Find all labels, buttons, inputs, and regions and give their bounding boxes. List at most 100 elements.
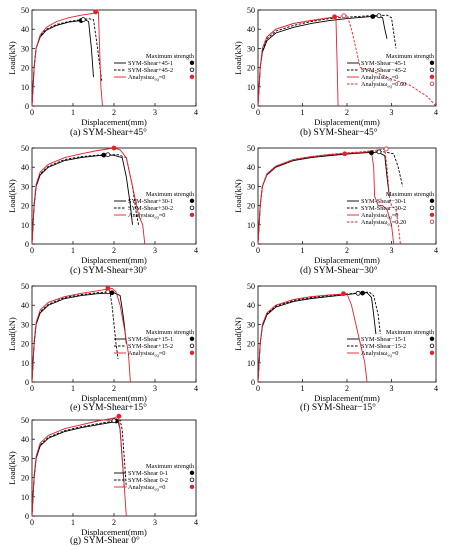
y-tick-label: 40	[247, 25, 255, 34]
legend-marker-3	[189, 484, 195, 489]
x-tick-label: 4	[434, 108, 438, 117]
peak-marker-2	[111, 418, 117, 424]
peak-marker-4	[383, 146, 389, 152]
peak-marker-1	[101, 152, 107, 158]
x-tick-label: 3	[390, 108, 394, 117]
x-tick-label: 0	[256, 108, 260, 117]
series-line-1	[257, 15, 388, 107]
legend-marker-1	[189, 60, 195, 65]
x-tick-label: 2	[112, 384, 116, 393]
chart-svg: 0 1 2 3 401020304050Displacement(mm)Load(kN)…	[233, 6, 438, 127]
y-axis-label: Load(kN)	[7, 317, 17, 351]
legend-marker-2	[189, 67, 195, 72]
x-tick-label: 0	[256, 246, 260, 255]
caption-c: (c) SYM-Shear+30°	[70, 266, 147, 276]
x-tick-label: 2	[345, 246, 349, 255]
x-tick-label: 3	[153, 384, 157, 393]
y-tick-label: 40	[21, 435, 29, 444]
series-line-3	[31, 415, 127, 517]
x-tick-label: 4	[194, 518, 198, 527]
x-tick-label: 3	[390, 384, 394, 393]
legend-label-2: SYM-Shear−30-2	[361, 205, 406, 212]
x-axis-label: Displacement(mm)	[314, 117, 380, 127]
y-tick-label: 0	[25, 378, 29, 387]
peak-marker-2	[376, 13, 382, 19]
x-axis-label: Displacement(mm)	[81, 255, 147, 265]
legend-label-3: Analysisωeq=0	[128, 484, 165, 492]
legend-label-1: SYM-Shear+45-1	[128, 60, 173, 67]
legend-label-3: Analysisωeq=0	[128, 74, 165, 82]
x-tick-label: 0	[30, 108, 34, 117]
y-tick-label: 40	[21, 301, 29, 310]
chart-panel-f: 0 1 2 3 4 0 10 20 30 40 50 Displacement(mm) Load(kN)…	[232, 278, 446, 406]
x-tick-label: 3	[153, 108, 157, 117]
series-line-1	[31, 19, 94, 107]
x-axis-label: Displacement(mm)	[314, 255, 380, 265]
x-tick-label: 1	[301, 246, 305, 255]
series-line-3	[31, 287, 131, 383]
x-tick-label: 4	[194, 246, 198, 255]
peak-marker-1	[109, 290, 115, 296]
caption-b: (b) SYM-Shear−45°	[300, 128, 378, 138]
y-tick-label: 40	[247, 163, 255, 172]
x-axis-label: Displacement(mm)	[81, 527, 147, 537]
legend-marker-1	[429, 198, 435, 203]
x-tick-label: 2	[345, 384, 349, 393]
y-tick-label: 20	[21, 202, 29, 211]
y-tick-label: 50	[21, 6, 29, 15]
y-tick-label: 10	[21, 359, 29, 368]
legend-label-3: Analysisωeq=0	[128, 212, 165, 220]
legend-marker-2	[429, 67, 435, 72]
x-tick-label: 1	[71, 518, 75, 527]
legend-label-2: SYM-Shear−45-2	[361, 67, 406, 74]
legend-marker-1	[429, 60, 435, 65]
legend-label-1: SYM-Shear+30-1	[128, 198, 173, 205]
chart-svg: 0 1 2 3 401020304050Displacement(mm)Load(kN)…	[7, 144, 198, 265]
y-tick-label: 40	[21, 163, 29, 172]
legend-marker-2	[189, 477, 195, 482]
series-line-2	[257, 14, 397, 107]
x-axis-label: Displacement(mm)	[81, 393, 147, 403]
y-tick-label: 40	[247, 301, 255, 310]
y-tick-label: 0	[25, 512, 29, 521]
legend-label-3: Analysisωeq=0	[128, 350, 165, 358]
y-tick-label: 30	[21, 182, 29, 191]
legend-title: Maximum strength	[386, 191, 435, 198]
x-axis-label: Displacement(mm)	[314, 393, 380, 403]
series-line-4	[257, 148, 401, 245]
chart-svg: 0 1 2 3 401020304050Displacement(mm)Load(kN)…	[7, 6, 198, 127]
x-tick-label: 0	[256, 384, 260, 393]
legend-marker-3	[429, 350, 435, 355]
y-tick-label: 10	[21, 221, 29, 230]
chart-svg: 0 1 2 3 401020304050Displacement(mm)Load(kN)…	[233, 282, 438, 403]
caption-a: (a) SYM-Shear+45°	[70, 128, 147, 138]
legend-title: Maximum strength	[146, 53, 195, 60]
y-tick-label: 30	[21, 44, 29, 53]
y-axis-label: Load(kN)	[7, 451, 17, 485]
x-tick-label: 3	[153, 246, 157, 255]
y-tick-label: 10	[247, 359, 255, 368]
legend-title: Maximum strength	[386, 329, 435, 336]
legend-label-3: Analysisωeq=0	[361, 74, 398, 82]
legend-marker-1	[189, 336, 195, 341]
peak-marker-1	[360, 290, 365, 296]
y-tick-label: 10	[21, 83, 29, 92]
legend-label-1: SYM-Shear−30-1	[361, 198, 406, 205]
legend-marker-3	[189, 212, 195, 217]
x-tick-label: 2	[112, 108, 116, 117]
y-tick-label: 30	[247, 182, 255, 191]
y-tick-label: 0	[251, 102, 255, 111]
legend-label-1: SYM-Shear−45-1	[361, 60, 406, 67]
x-tick-label: 3	[153, 518, 157, 527]
peak-marker-4	[341, 13, 347, 19]
legend-marker-4	[429, 219, 435, 224]
legend-marker-3	[189, 350, 195, 355]
series-line-3	[257, 16, 339, 107]
legend-marker-4	[429, 81, 435, 86]
x-tick-label: 0	[30, 246, 34, 255]
legend-label-1: SYM-Shear 0-1	[128, 470, 168, 477]
peak-marker-3	[93, 9, 98, 15]
legend-label-2: SYM-Shear+15-2	[128, 343, 173, 350]
chart-panel-e: 0 1 2 3 4 0 10 20 30 40 50 Displacement(mm) Load(kN)…	[6, 278, 206, 406]
x-tick-label: 0	[30, 518, 34, 527]
